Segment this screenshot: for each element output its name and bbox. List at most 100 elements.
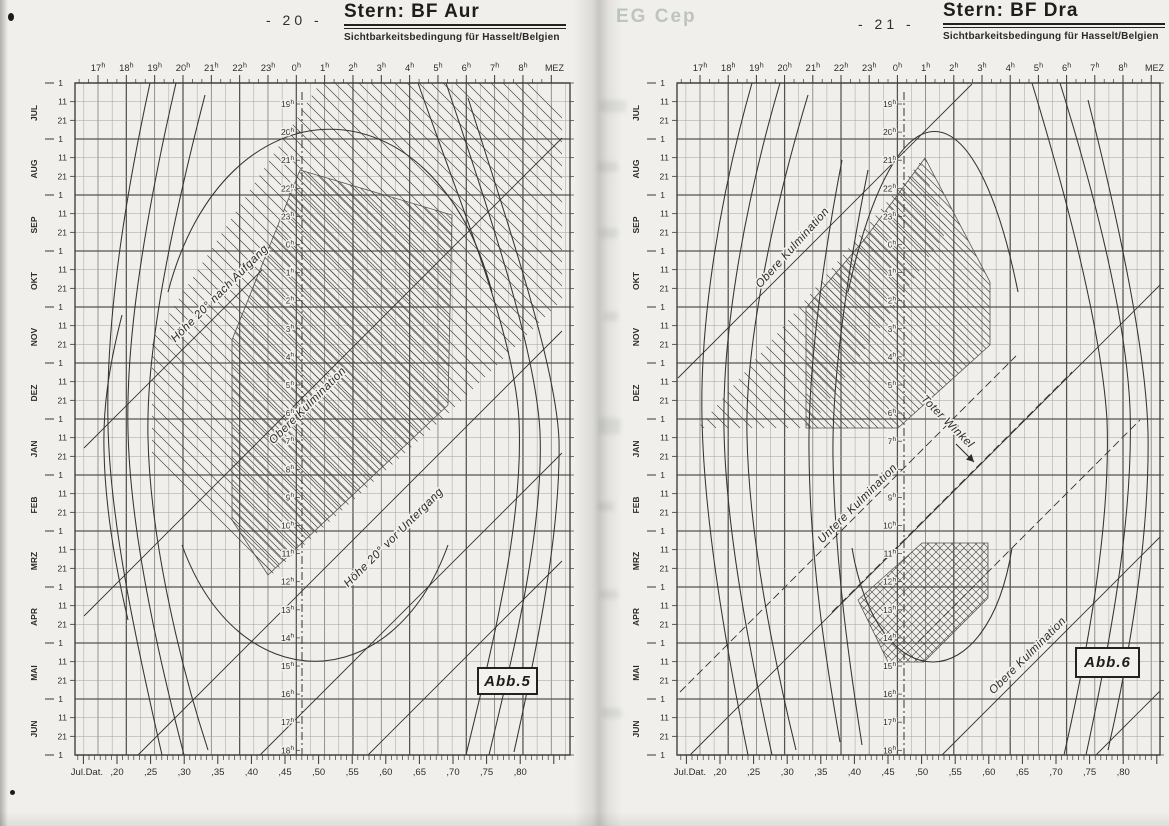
label: 11 bbox=[58, 265, 67, 275]
label: 0h bbox=[893, 61, 902, 74]
figure-label-box: Abb.5 bbox=[477, 667, 538, 695]
label: 11 bbox=[660, 433, 669, 443]
label: 1 bbox=[58, 694, 63, 704]
label: 5h bbox=[1034, 61, 1043, 74]
axis-ticks bbox=[77, 75, 574, 764]
page-subtitle: Sichtbarkeitsbedingung für Hasselt/Belgi… bbox=[344, 32, 560, 43]
month-label: SEP bbox=[29, 216, 39, 233]
bleed-through-smudge bbox=[598, 162, 618, 172]
label: ,30 bbox=[781, 767, 794, 778]
label: 3h bbox=[888, 324, 897, 334]
label: 11 bbox=[58, 209, 67, 219]
label: 11 bbox=[58, 153, 67, 163]
label: 21h bbox=[883, 155, 896, 165]
label: 23h bbox=[261, 61, 276, 74]
label: 16h bbox=[883, 689, 896, 699]
label: 7h bbox=[286, 436, 295, 446]
label: 1 bbox=[660, 78, 665, 88]
label: 1 bbox=[660, 246, 665, 256]
diagonal-line bbox=[941, 536, 1161, 756]
visibility-curves bbox=[103, 82, 560, 756]
label: 21 bbox=[58, 171, 68, 181]
month-label: JAN bbox=[29, 440, 39, 457]
month-label: JAN bbox=[631, 440, 641, 457]
month-label: JUL bbox=[29, 105, 39, 121]
label: 3h bbox=[977, 61, 986, 74]
label: 0h bbox=[286, 239, 295, 249]
label: 1 bbox=[660, 190, 665, 200]
label: 11 bbox=[58, 97, 67, 107]
title-rule bbox=[344, 24, 566, 29]
label: 1 bbox=[58, 134, 63, 144]
label: ,80 bbox=[1117, 767, 1130, 778]
month-label: OKT bbox=[631, 271, 641, 290]
label: 19h bbox=[147, 61, 162, 74]
label: 1h bbox=[921, 61, 930, 74]
label: 15h bbox=[883, 661, 896, 671]
label: 21 bbox=[58, 731, 68, 741]
month-label: SEP bbox=[631, 216, 641, 233]
label: 1 bbox=[58, 190, 63, 200]
label: 11 bbox=[660, 97, 669, 107]
label: 19h bbox=[281, 99, 294, 109]
annotation-label: Toter Winkel bbox=[918, 393, 976, 451]
label: 20h bbox=[883, 127, 896, 137]
mez-label: MEZ bbox=[1145, 63, 1165, 73]
curve bbox=[808, 159, 843, 743]
diagonal-line bbox=[689, 284, 1161, 756]
label: 21 bbox=[660, 563, 670, 573]
diagonal-line bbox=[367, 560, 563, 756]
bleed-through-smudge bbox=[600, 590, 618, 599]
label: ,60 bbox=[982, 767, 995, 778]
scan-speck bbox=[10, 790, 15, 795]
label: 4h bbox=[405, 61, 414, 74]
label: 22h bbox=[834, 61, 849, 74]
curve bbox=[832, 169, 869, 746]
annotation-label: Höhe 20° vor Untergang bbox=[342, 486, 446, 590]
curve bbox=[467, 97, 560, 753]
label: 1 bbox=[58, 246, 63, 256]
curve bbox=[127, 82, 185, 756]
label: 11 bbox=[660, 321, 669, 331]
label: 11 bbox=[660, 545, 669, 555]
label: 1 bbox=[660, 470, 665, 480]
jul-dat-label: Jul.Dat. bbox=[71, 767, 103, 778]
curve bbox=[851, 547, 1013, 663]
label: 15h bbox=[281, 661, 294, 671]
label: 1 bbox=[58, 750, 63, 760]
label: ,65 bbox=[413, 767, 426, 778]
label: 11 bbox=[58, 713, 67, 723]
hatch-region bbox=[857, 542, 989, 663]
label: ,60 bbox=[379, 767, 392, 778]
label: 19h bbox=[883, 99, 896, 109]
label: 1 bbox=[660, 638, 665, 648]
month-label: FEB bbox=[29, 497, 39, 514]
month-label: OKT bbox=[29, 271, 39, 290]
label: 5h bbox=[433, 61, 442, 74]
label: 21 bbox=[660, 675, 670, 685]
label: 1 bbox=[660, 526, 665, 536]
label: 21 bbox=[58, 619, 68, 629]
label: 1 bbox=[58, 526, 63, 536]
label: 5h bbox=[888, 380, 897, 390]
label: ,25 bbox=[747, 767, 760, 778]
label: 11 bbox=[660, 153, 669, 163]
label: ,25 bbox=[144, 767, 157, 778]
label: 14h bbox=[281, 633, 294, 643]
label: 13h bbox=[281, 605, 294, 615]
month-label: JUN bbox=[29, 720, 39, 737]
label: 18h bbox=[883, 745, 896, 755]
label: 21 bbox=[660, 227, 670, 237]
page-20-title-block: Stern: BF Aur Sichtbarkeitsbedingung für… bbox=[344, 1, 566, 43]
label: 21 bbox=[660, 171, 670, 181]
label: 17h bbox=[693, 61, 708, 74]
month-label: MAI bbox=[631, 665, 641, 681]
curve bbox=[701, 82, 753, 756]
month-label: AUG bbox=[631, 159, 641, 178]
curve bbox=[723, 82, 781, 756]
label: ,80 bbox=[514, 767, 527, 778]
label: 1 bbox=[660, 414, 665, 424]
page-title: Stern: BF Aur bbox=[344, 1, 480, 22]
label: 1 bbox=[58, 638, 63, 648]
